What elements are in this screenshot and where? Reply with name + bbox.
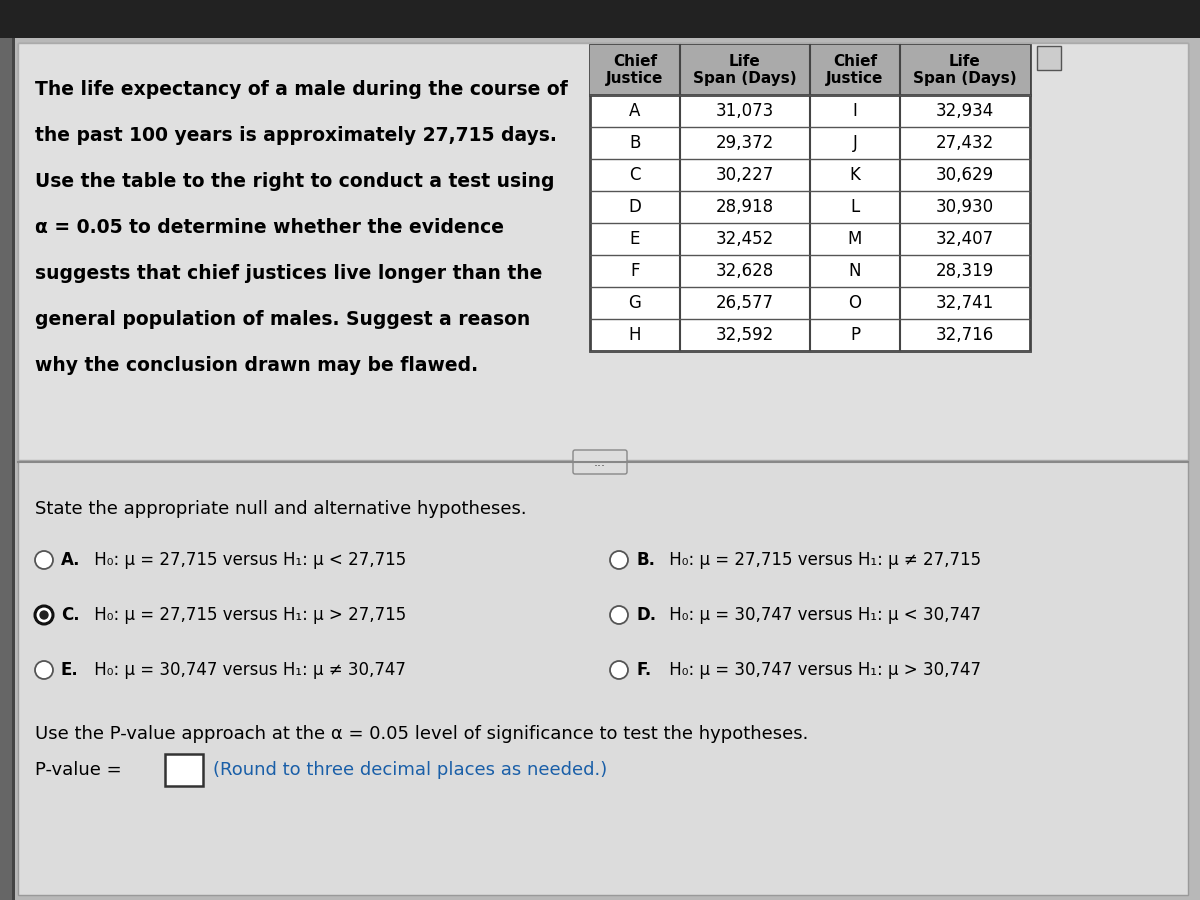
Text: F.: F. — [636, 661, 652, 679]
Circle shape — [35, 551, 53, 569]
Text: 30,227: 30,227 — [716, 166, 774, 184]
Text: A.: A. — [61, 551, 80, 569]
Text: 30,629: 30,629 — [936, 166, 994, 184]
Text: E: E — [630, 230, 640, 248]
Text: B.: B. — [636, 551, 655, 569]
Text: J: J — [852, 134, 858, 152]
Text: H₀: μ = 27,715 versus H₁: μ > 27,715: H₀: μ = 27,715 versus H₁: μ > 27,715 — [89, 606, 407, 624]
Text: H₀: μ = 30,747 versus H₁: μ < 30,747: H₀: μ = 30,747 versus H₁: μ < 30,747 — [664, 606, 982, 624]
Text: I: I — [852, 102, 858, 120]
Text: 32,741: 32,741 — [936, 294, 994, 312]
Text: 32,716: 32,716 — [936, 326, 994, 344]
Text: M: M — [848, 230, 862, 248]
Text: 31,073: 31,073 — [716, 102, 774, 120]
FancyBboxPatch shape — [574, 450, 628, 474]
FancyBboxPatch shape — [0, 0, 1200, 40]
Text: H₀: μ = 30,747 versus H₁: μ ≠ 30,747: H₀: μ = 30,747 versus H₁: μ ≠ 30,747 — [89, 661, 406, 679]
Text: 28,918: 28,918 — [716, 198, 774, 216]
Circle shape — [35, 661, 53, 679]
Text: G: G — [629, 294, 642, 312]
FancyBboxPatch shape — [590, 45, 1030, 95]
Text: D.: D. — [636, 606, 656, 624]
Text: the past 100 years is approximately 27,715 days.: the past 100 years is approximately 27,7… — [35, 126, 557, 145]
Text: why the conclusion drawn may be flawed.: why the conclusion drawn may be flawed. — [35, 356, 478, 375]
Text: 28,319: 28,319 — [936, 262, 994, 280]
Text: Life
Span (Days): Life Span (Days) — [913, 54, 1016, 86]
Text: ...: ... — [594, 455, 606, 469]
Text: O: O — [848, 294, 862, 312]
FancyBboxPatch shape — [166, 754, 203, 786]
Text: (Round to three decimal places as needed.): (Round to three decimal places as needed… — [214, 761, 607, 779]
Text: 27,432: 27,432 — [936, 134, 994, 152]
FancyBboxPatch shape — [0, 38, 12, 900]
Circle shape — [35, 606, 53, 624]
Text: Chief
Justice: Chief Justice — [606, 54, 664, 86]
Text: State the appropriate null and alternative hypotheses.: State the appropriate null and alternati… — [35, 500, 527, 518]
Text: E.: E. — [61, 661, 79, 679]
FancyBboxPatch shape — [0, 38, 1200, 900]
Text: C: C — [629, 166, 641, 184]
Text: The life expectancy of a male during the course of: The life expectancy of a male during the… — [35, 80, 568, 99]
Circle shape — [610, 606, 628, 624]
Text: Life
Span (Days): Life Span (Days) — [694, 54, 797, 86]
Text: Chief
Justice: Chief Justice — [827, 54, 883, 86]
Text: general population of males. Suggest a reason: general population of males. Suggest a r… — [35, 310, 530, 329]
Text: α = 0.05 to determine whether the evidence: α = 0.05 to determine whether the eviden… — [35, 218, 504, 237]
Text: B: B — [629, 134, 641, 152]
Circle shape — [610, 551, 628, 569]
FancyBboxPatch shape — [12, 38, 14, 900]
Text: A: A — [629, 102, 641, 120]
Text: P: P — [850, 326, 860, 344]
Text: D: D — [629, 198, 642, 216]
Text: H₀: μ = 27,715 versus H₁: μ ≠ 27,715: H₀: μ = 27,715 versus H₁: μ ≠ 27,715 — [664, 551, 982, 569]
Text: 32,452: 32,452 — [716, 230, 774, 248]
Text: N: N — [848, 262, 862, 280]
Text: Use the table to the right to conduct a test using: Use the table to the right to conduct a … — [35, 172, 554, 191]
Text: 29,372: 29,372 — [716, 134, 774, 152]
FancyBboxPatch shape — [18, 43, 1188, 895]
Text: L: L — [851, 198, 859, 216]
Text: 32,934: 32,934 — [936, 102, 994, 120]
Text: C.: C. — [61, 606, 79, 624]
Text: H: H — [629, 326, 641, 344]
Text: K: K — [850, 166, 860, 184]
Text: 32,628: 32,628 — [716, 262, 774, 280]
Text: F: F — [630, 262, 640, 280]
Circle shape — [40, 610, 49, 620]
Text: suggests that chief justices live longer than the: suggests that chief justices live longer… — [35, 264, 542, 283]
FancyBboxPatch shape — [1037, 46, 1061, 70]
Text: P-value =: P-value = — [35, 761, 127, 779]
FancyBboxPatch shape — [590, 45, 1030, 351]
Text: 30,930: 30,930 — [936, 198, 994, 216]
Text: H₀: μ = 27,715 versus H₁: μ < 27,715: H₀: μ = 27,715 versus H₁: μ < 27,715 — [89, 551, 407, 569]
Circle shape — [610, 661, 628, 679]
Text: 32,592: 32,592 — [716, 326, 774, 344]
Text: 26,577: 26,577 — [716, 294, 774, 312]
FancyBboxPatch shape — [18, 43, 1188, 460]
Text: 32,407: 32,407 — [936, 230, 994, 248]
Text: H₀: μ = 30,747 versus H₁: μ > 30,747: H₀: μ = 30,747 versus H₁: μ > 30,747 — [664, 661, 982, 679]
Text: Use the P-value approach at the α = 0.05 level of significance to test the hypot: Use the P-value approach at the α = 0.05… — [35, 725, 809, 743]
